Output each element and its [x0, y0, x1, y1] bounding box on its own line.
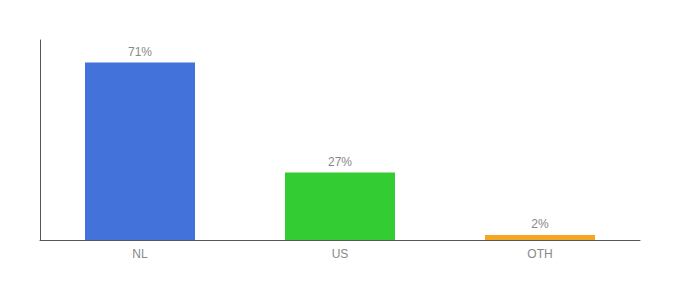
svg-text:71%: 71%	[128, 45, 152, 59]
svg-text:OTH: OTH	[527, 247, 552, 261]
svg-text:27%: 27%	[328, 155, 352, 169]
svg-text:US: US	[332, 247, 349, 261]
svg-text:2%: 2%	[531, 217, 549, 231]
svg-text:NL: NL	[132, 247, 148, 261]
